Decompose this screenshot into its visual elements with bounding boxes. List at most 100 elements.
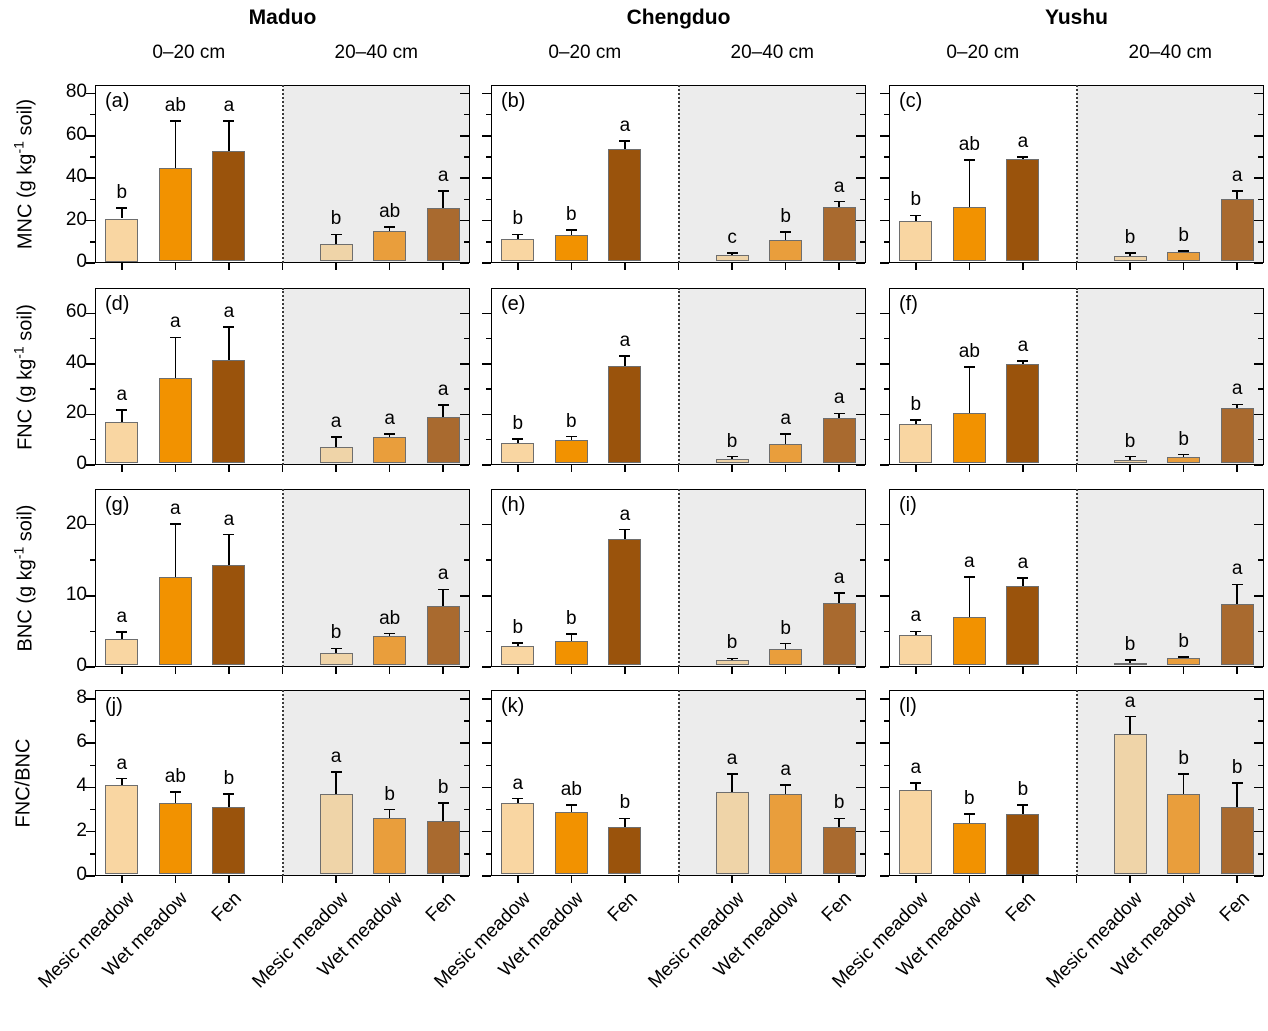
error-bar (228, 534, 230, 566)
y-tick-right (463, 438, 469, 441)
sig-letter: a (512, 772, 524, 794)
sig-letter: b (726, 430, 738, 452)
panel-label: (d) (105, 293, 130, 315)
x-tick (1075, 876, 1078, 883)
error-bar (174, 337, 177, 378)
bar (105, 218, 139, 262)
bar (105, 422, 139, 464)
sig-letter: b (566, 204, 577, 226)
x-tick (517, 465, 519, 472)
location-title-maduo: Maduo (248, 6, 317, 29)
sig-letter: b (330, 622, 342, 644)
error-bar-cap (1231, 583, 1243, 586)
bar (212, 807, 246, 875)
y-tick-right (463, 337, 469, 340)
error-bar (335, 234, 337, 244)
sig-letter: a (223, 301, 235, 323)
y-tick (486, 630, 491, 633)
bar (158, 802, 192, 875)
sig-letter: a (964, 551, 975, 573)
x-tick (624, 263, 626, 270)
y-tick (86, 742, 95, 744)
error-bar (442, 802, 444, 821)
bar (373, 818, 407, 875)
error-bar (1236, 190, 1238, 200)
x-tick (281, 465, 284, 472)
sig-letter: b (910, 393, 922, 415)
y-tick (86, 523, 95, 526)
sig-letter: b (780, 206, 791, 228)
error-bar-cap (780, 784, 792, 786)
panel-label: (h) (501, 494, 526, 516)
sig-letter: b (1017, 779, 1029, 801)
y-tick-right (459, 698, 469, 700)
y-tick-label: 0 (76, 864, 87, 885)
y-tick-right (1253, 523, 1263, 526)
error-bar (388, 809, 391, 819)
bar (769, 239, 803, 262)
sig-letter: a (116, 606, 128, 628)
sig-letter: a (223, 508, 235, 530)
error-bar (516, 439, 519, 443)
sig-letter: b (437, 776, 449, 798)
error-bar-cap (963, 159, 975, 162)
y-tick (86, 92, 95, 95)
error-bar-cap (1231, 782, 1243, 784)
sig-letter: a (619, 329, 631, 351)
error-bar-cap (116, 409, 128, 411)
x-tick (121, 876, 123, 883)
sig-letter: a (116, 752, 128, 774)
sig-letter: a (910, 757, 922, 778)
error-bar-cap (833, 592, 845, 594)
error-bar (335, 648, 337, 654)
sig-letter: b (726, 632, 738, 654)
bar (608, 366, 642, 464)
error-bar (174, 523, 177, 578)
bar (501, 443, 535, 464)
y-tick (486, 720, 491, 722)
y-tick-label: 20 (65, 402, 87, 424)
x-tick (517, 263, 519, 270)
sig-letter: a (833, 566, 845, 588)
error-bar (731, 253, 733, 256)
panel-label: (f) (899, 293, 918, 315)
y-tick-right (855, 135, 865, 137)
y-tick (90, 764, 95, 767)
error-bar-cap (384, 433, 396, 435)
x-tick (915, 667, 917, 674)
sig-letter: b (1124, 226, 1136, 248)
y-tick-right (855, 363, 865, 365)
y-tick-right (463, 156, 469, 158)
error-bar (120, 632, 123, 639)
sig-letter: a (170, 311, 181, 333)
x-tick (442, 667, 444, 674)
bar (212, 360, 246, 464)
y-tick-right (1257, 720, 1263, 722)
x-tick (838, 876, 840, 883)
x-tick (731, 465, 733, 472)
bar (1113, 734, 1147, 875)
y-tick-right (459, 413, 469, 416)
sig-letter: b (1178, 428, 1189, 450)
y-tick-right (859, 630, 865, 633)
error-bar-cap (437, 802, 449, 804)
bar (373, 636, 407, 666)
x-tick (1129, 263, 1131, 270)
x-tick (228, 263, 230, 270)
error-bar (228, 794, 230, 808)
bar (899, 220, 933, 262)
x-tick (388, 263, 391, 270)
error-bar (388, 434, 391, 437)
bar (1220, 603, 1254, 666)
bar (1167, 658, 1201, 666)
error-bar (1022, 360, 1024, 364)
y-tick-label: 60 (65, 301, 87, 323)
error-bar (624, 529, 626, 539)
error-bar (1022, 578, 1024, 586)
sig-letter: a (780, 407, 791, 429)
y-tick (90, 113, 95, 116)
y-tick (880, 135, 889, 137)
error-bar (174, 791, 177, 803)
bar (554, 811, 588, 875)
error-bar (624, 355, 626, 367)
